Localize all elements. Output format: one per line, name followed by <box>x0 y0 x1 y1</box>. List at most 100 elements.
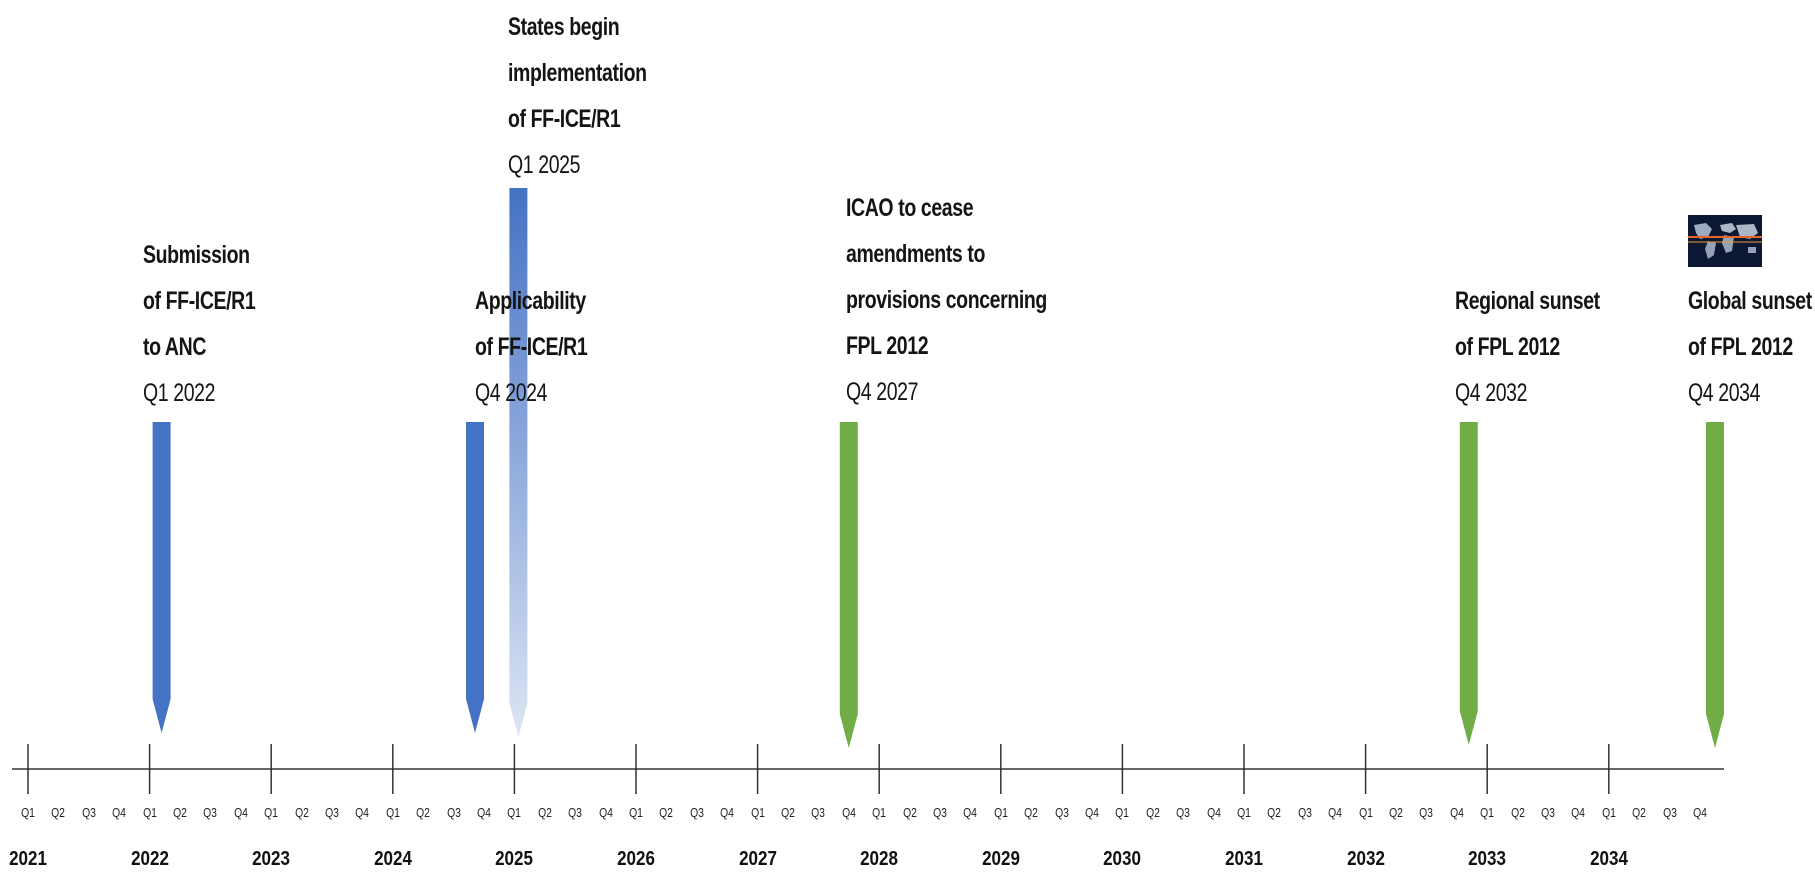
milestone-label-line: Applicability <box>475 287 586 315</box>
quarter-tick-label: Q1 <box>993 805 1008 820</box>
milestone-label-line: of FPL 2012 <box>1688 333 1793 361</box>
quarter-tick-label: Q4 <box>233 805 248 820</box>
quarter-tick-label: Q4 <box>720 805 735 820</box>
milestone-marker-states-begin <box>509 188 528 737</box>
milestone-label-line: Regional sunset <box>1455 287 1600 315</box>
milestone-marker-icao-cease <box>839 422 858 748</box>
quarter-tick-label: Q3 <box>446 805 461 820</box>
quarter-tick-label: Q3 <box>1541 805 1555 820</box>
quarter-tick-label: Q1 <box>385 805 400 820</box>
milestone-label-regional-sunset: Regional sunset of FPL 2012 Q4 2032 <box>1455 278 1600 416</box>
quarter-tick-label: Q4 <box>598 805 613 820</box>
quarter-tick-label: Q1 <box>1358 805 1373 820</box>
quarter-tick-label: Q3 <box>1297 805 1312 820</box>
quarter-tick-label: Q4 <box>1206 805 1221 820</box>
quarter-tick-label: Q1 <box>1237 805 1251 820</box>
milestone-label-line: to ANC <box>143 333 207 361</box>
milestone-label-icao-cease: ICAO to cease amendments to provisions con… <box>846 185 1047 415</box>
quarter-tick-label: Q4 <box>963 805 978 820</box>
milestone-label-global-sunset: Global sunset of FPL 2012 Q4 2034 <box>1688 278 1812 416</box>
quarter-tick-label: Q2 <box>173 805 187 820</box>
milestone-label-line: amendments to <box>846 240 986 268</box>
quarter-tick-label: Q4 <box>477 805 491 820</box>
year-label: 2027 <box>738 848 777 870</box>
milestone-label-line: Global sunset <box>1688 287 1812 315</box>
year-label: 2034 <box>1589 848 1628 870</box>
year-label: 2023 <box>252 848 291 870</box>
quarter-tick-label: Q2 <box>294 805 309 820</box>
quarter-tick-label: Q3 <box>689 805 704 820</box>
timeline-axis <box>12 744 1724 794</box>
quarter-tick-label: Q1 <box>1115 805 1130 820</box>
milestone-label-states-begin: States begin implementation of FF-ICE/R1 Q1… <box>508 4 647 188</box>
quarter-tick-label: Q2 <box>1024 805 1039 820</box>
milestone-date: Q1 2025 <box>508 151 581 179</box>
milestone-date: Q4 2032 <box>1455 379 1528 407</box>
milestone-date: Q4 2024 <box>475 379 548 407</box>
quarter-tick-label: Q3 <box>1419 805 1434 820</box>
quarter-tick-label: Q3 <box>933 805 947 820</box>
milestone-date: Q4 2027 <box>846 378 919 406</box>
quarter-tick-label: Q3 <box>203 805 218 820</box>
quarter-tick-label: Q4 <box>1571 805 1586 820</box>
quarter-tick-label: Q2 <box>902 805 917 820</box>
year-label: 2029 <box>981 848 1020 870</box>
quarter-tick-label: Q4 <box>841 805 856 820</box>
quarter-tick-label: Q1 <box>1601 805 1616 820</box>
quarter-tick-label: Q1 <box>1480 805 1495 820</box>
quarter-tick-label: Q2 <box>1267 805 1282 820</box>
quarter-tick-label: Q3 <box>811 805 826 820</box>
milestone-marker-submission <box>152 422 171 733</box>
quarter-tick-label: Q2 <box>1510 805 1525 820</box>
milestone-label-line: Submission <box>143 241 250 269</box>
quarter-tick-label: Q2 <box>781 805 795 820</box>
quarter-tick-label: Q1 <box>872 805 887 820</box>
quarter-tick-label: Q2 <box>51 805 66 820</box>
world-map-thumbnail-icon <box>1688 215 1762 267</box>
quarter-tick-label: Q4 <box>1328 805 1343 820</box>
milestone-markers <box>152 188 1724 748</box>
year-label: 2026 <box>617 848 655 870</box>
milestone-marker-global-sunset <box>1706 422 1724 748</box>
milestone-label-line: of FF-ICE/R1 <box>508 105 621 133</box>
quarter-tick-label: Q2 <box>659 805 674 820</box>
year-label: 2025 <box>495 848 534 870</box>
year-label: 2030 <box>1103 848 1142 870</box>
quarter-tick-label: Q3 <box>1662 805 1677 820</box>
quarter-tick-label: Q3 <box>1054 805 1069 820</box>
quarter-tick-label: Q1 <box>750 805 765 820</box>
year-label: 2028 <box>860 848 899 870</box>
milestone-marker-applicability <box>466 422 484 733</box>
year-label: 2024 <box>373 848 412 870</box>
quarter-tick-label: Q3 <box>568 805 583 820</box>
quarter-tick-label: Q1 <box>21 805 35 820</box>
quarter-tick-label: Q2 <box>416 805 431 820</box>
milestone-label-line: ICAO to cease <box>846 194 974 222</box>
quarter-tick-label: Q4 <box>112 805 127 820</box>
quarter-tick-label: Q4 <box>1449 805 1464 820</box>
quarter-tick-label: Q2 <box>1145 805 1160 820</box>
quarter-tick-label: Q3 <box>325 805 339 820</box>
milestone-label-submission: Submission of FF-ICE/R1 to ANC Q1 2022 <box>143 232 256 416</box>
quarter-tick-label: Q2 <box>1389 805 1403 820</box>
milestone-label-line: FPL 2012 <box>846 332 929 360</box>
quarter-tick-label: Q4 <box>1693 805 1707 820</box>
milestone-label-applicability: Applicability of FF-ICE/R1 Q4 2024 <box>475 278 588 416</box>
quarter-tick-label: Q3 <box>1176 805 1191 820</box>
milestone-label-line: of FF-ICE/R1 <box>475 333 588 361</box>
quarter-tick-label: Q4 <box>1085 805 1099 820</box>
milestone-label-line: provisions concerning <box>846 286 1047 314</box>
milestone-label-line: implementation <box>508 59 647 87</box>
quarter-tick-label: Q4 <box>355 805 370 820</box>
year-label: 2021 <box>9 848 47 870</box>
milestone-date: Q1 2022 <box>143 379 216 407</box>
quarter-tick-label: Q2 <box>1632 805 1647 820</box>
milestone-label-line: of FF-ICE/R1 <box>143 287 256 315</box>
quarter-tick-label: Q1 <box>142 805 157 820</box>
milestone-label-line: of FPL 2012 <box>1455 333 1560 361</box>
quarter-tick-label: Q1 <box>264 805 279 820</box>
quarter-tick-label: Q2 <box>537 805 552 820</box>
year-label: 2022 <box>130 848 169 870</box>
